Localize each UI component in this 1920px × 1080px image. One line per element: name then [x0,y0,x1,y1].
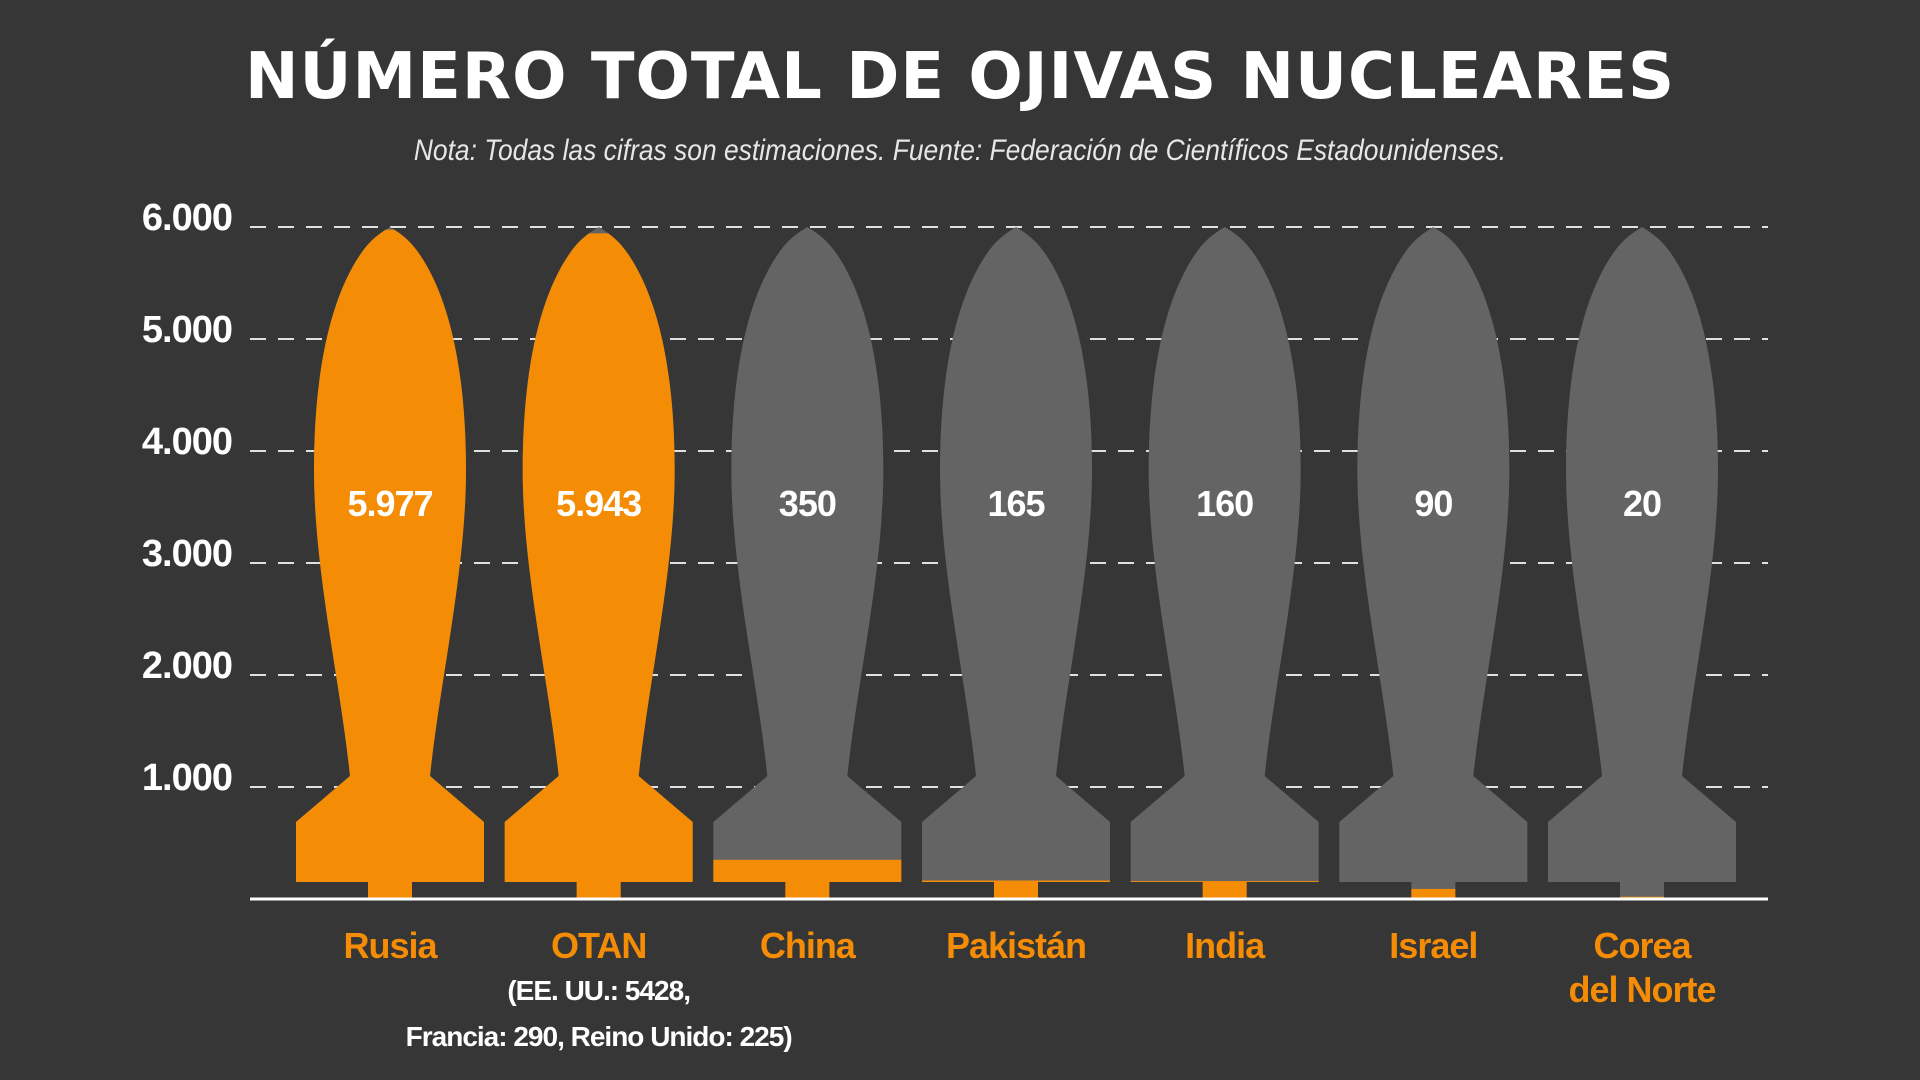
y-tick-label: 5.000 [142,309,232,351]
y-tick-label: 4.000 [142,421,232,463]
bomb-india [1130,227,1319,899]
category-label-rusia: Rusia [343,925,438,966]
value-label-rusia: 5.977 [347,483,432,524]
category-detail-otan: (EE. UU.: 5428, [507,975,690,1006]
bar-fill-china [713,859,902,899]
value-label-israel: 90 [1414,483,1452,524]
value-label-otan: 5.943 [556,483,641,524]
bomb-israel [1339,227,1528,899]
bar-fill-india [1130,881,1319,899]
value-label-corea-del-norte: 20 [1623,483,1661,524]
category-detail-otan: Francia: 290, Reino Unido: 225) [406,1021,792,1052]
bomb-pakist-n [922,227,1111,899]
category-label-corea-del-norte: del Norte [1569,969,1716,1010]
bomb-empty-china [713,227,902,899]
bar-fill-pakist-n [922,880,1111,899]
bomb-bars [296,227,1737,899]
category-label-pakist-n: Pakistán [946,925,1086,966]
chart-note: Nota: Todas las cifras son estimaciones.… [413,134,1507,167]
chart-title: NÚMERO TOTAL DE OJIVAS NUCLEARES [244,40,1676,114]
category-label-israel: Israel [1389,925,1477,966]
y-tick-label: 2.000 [142,645,232,687]
category-label-corea-del-norte: Corea [1593,925,1692,966]
bomb-corea-del-norte [1548,227,1737,899]
bar-fill-israel [1339,888,1528,899]
bomb-empty-pakist-n [922,227,1111,899]
y-tick-label: 6.000 [142,197,232,239]
value-label-china: 350 [779,483,836,524]
bar-fill-rusia [296,229,484,899]
category-label-india: India [1185,925,1266,966]
bomb-empty-corea-del-norte [1548,227,1737,899]
value-label-pakist-n: 165 [987,483,1045,524]
bomb-china [713,227,902,899]
bomb-rusia [296,227,484,899]
bar-fill-otan [504,233,693,899]
bomb-empty-india [1130,227,1319,899]
y-tick-label: 1.000 [142,757,232,799]
category-label-china: China [760,925,857,966]
value-label-india: 160 [1196,483,1253,524]
bomb-empty-israel [1339,227,1528,899]
labels: 6.000 5.000 4.000 3.000 2.000 1.000 5.977 Rusia… [142,197,1717,1052]
category-label-otan: OTAN [551,925,646,966]
bomb-otan [504,227,693,899]
y-tick-label: 3.000 [142,533,232,575]
